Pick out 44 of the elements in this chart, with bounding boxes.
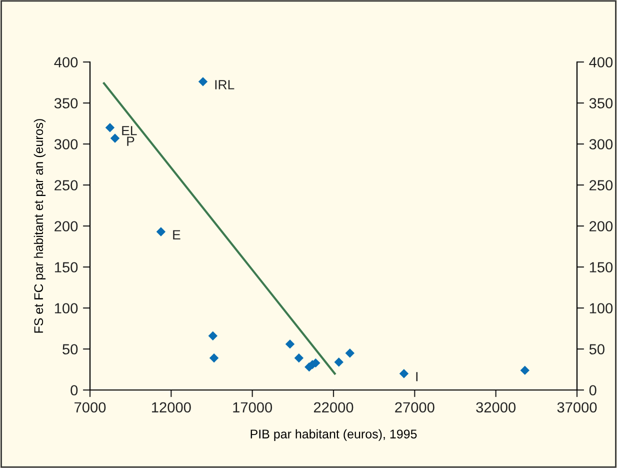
- point: [520, 366, 530, 375]
- annotation: EL: [122, 126, 137, 136]
- point: [110, 134, 120, 143]
- y-axis-title: FS et FC par habitant et par an (euros): [34, 119, 46, 333]
- annotation: E: [173, 230, 180, 240]
- y2-tick-label: 100: [590, 303, 613, 314]
- point: [105, 122, 115, 132]
- annotation: P: [127, 136, 134, 146]
- y2-tick-label: 300: [589, 139, 613, 150]
- y-tick-label: 100: [54, 303, 78, 314]
- annotation: I: [416, 372, 418, 382]
- point: [209, 353, 219, 363]
- y2-tick-label: 250: [590, 180, 613, 190]
- point: [399, 368, 409, 378]
- x-axis-title: PIB par habitant (euros), 1995: [250, 429, 417, 441]
- y-tick-label: 150: [54, 262, 78, 272]
- point: [334, 358, 344, 367]
- y2-tick-label: 350: [589, 98, 613, 108]
- point: [198, 77, 208, 86]
- x-tick-label: 32000: [476, 402, 516, 413]
- x-tick-label: 27000: [395, 402, 434, 413]
- point: [285, 339, 295, 349]
- y2-tick-label: 150: [590, 262, 613, 272]
- y-tick-label: 300: [54, 139, 78, 150]
- x-tick-label: 37000: [557, 402, 597, 413]
- y-tick-label: 400: [54, 57, 78, 68]
- x-tick-label: 17000: [233, 402, 272, 413]
- y-tick-label: 200: [54, 221, 78, 232]
- y-tick-label: 50: [62, 344, 78, 354]
- y2-tick-label: 200: [590, 221, 613, 232]
- y-tick-label: 250: [54, 180, 78, 190]
- y-tick-label: 0: [70, 385, 78, 396]
- point: [156, 227, 166, 236]
- x-tick-label: 22000: [314, 402, 354, 413]
- y-tick-label: 350: [54, 98, 78, 108]
- x-tick-label: 12000: [152, 402, 191, 413]
- x-tick-label: 7000: [74, 402, 106, 413]
- y2-tick-label: 50: [589, 344, 604, 354]
- point: [345, 348, 354, 358]
- point: [208, 331, 218, 340]
- y2-tick-label: 400: [589, 57, 613, 68]
- y2-tick-label: 0: [589, 385, 596, 396]
- point: [294, 353, 304, 363]
- annotation: IRL: [215, 80, 234, 90]
